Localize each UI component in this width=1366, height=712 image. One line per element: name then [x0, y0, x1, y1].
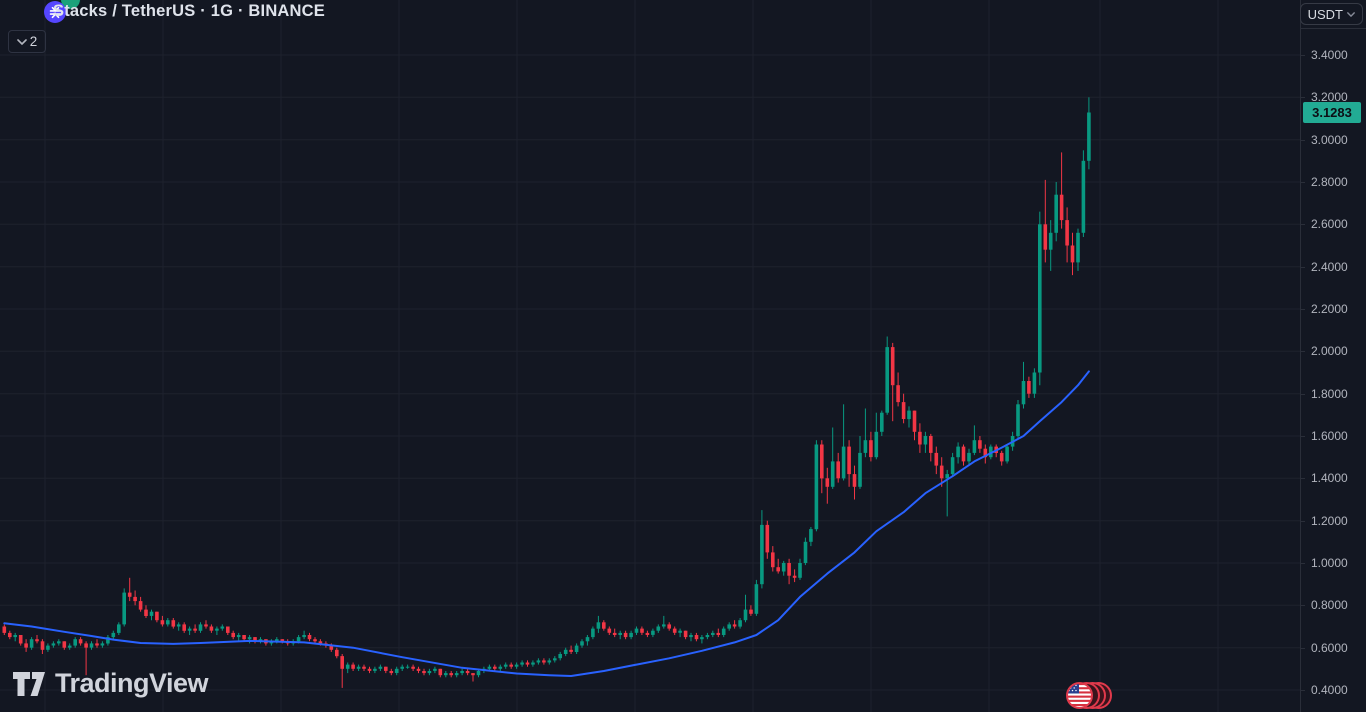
currency-toggle-button[interactable]: USDT — [1299, 3, 1363, 25]
price-axis-label: 2.8000 — [1311, 175, 1348, 189]
economic-events-marker[interactable] — [1066, 682, 1114, 710]
price-axis-label: 1.2000 — [1311, 513, 1348, 528]
chevron-down-icon — [1347, 11, 1355, 17]
tradingview-logo[interactable]: TradingView — [12, 668, 209, 699]
price-axis-tick — [1301, 563, 1305, 564]
price-axis-label: 0.6000 — [1311, 640, 1348, 655]
candle-count-button[interactable]: 2 — [8, 30, 46, 53]
price-axis-tick — [1301, 605, 1305, 606]
price-axis-tick — [1301, 55, 1305, 56]
symbol-logo — [20, 0, 81, 26]
price-axis-tick — [1301, 648, 1305, 649]
symbol-title[interactable]: Stacks / TetherUS · 1G · BINANCE — [53, 2, 325, 20]
price-axis-tick — [1301, 351, 1305, 352]
us-flag-icon — [1066, 682, 1093, 709]
stacks-logo-icon — [44, 1, 66, 23]
price-axis-tick — [1301, 478, 1305, 479]
price-axis-label: 3.4000 — [1311, 48, 1348, 62]
price-axis-tick — [1301, 140, 1305, 141]
price-axis-label: 2.6000 — [1311, 217, 1348, 232]
price-axis-label: 2.2000 — [1311, 302, 1348, 316]
price-axis-label: 1.8000 — [1311, 386, 1348, 401]
last-price-badge: 3.1283 — [1303, 102, 1361, 123]
price-axis-tick — [1301, 309, 1305, 310]
price-axis-tick — [1301, 267, 1305, 268]
price-axis-label: 1.6000 — [1311, 429, 1348, 443]
chevron-down-icon — [16, 38, 27, 45]
price-axis-label: 0.4000 — [1311, 683, 1348, 697]
candlestick-chart[interactable] — [0, 0, 1300, 712]
price-axis-label: 3.0000 — [1311, 132, 1348, 147]
price-axis-tick — [1301, 182, 1305, 183]
price-axis-label: 1.4000 — [1311, 471, 1348, 486]
candle-count-label: 2 — [29, 34, 38, 49]
currency-label: USDT — [1307, 6, 1343, 22]
price-axis-tick — [1301, 394, 1305, 395]
price-axis-tick — [1301, 521, 1305, 522]
price-axis-tick — [1301, 690, 1305, 691]
tradingview-logo-icon — [13, 671, 45, 696]
tradingview-logo-text: TradingView — [55, 668, 209, 698]
price-axis-label: 0.8000 — [1311, 598, 1348, 613]
last-price-value: 3.1283 — [1312, 105, 1352, 120]
price-axis-header: USDT — [1299, 0, 1366, 29]
price-axis[interactable]: USDT 3.4000 3.2000 3.0000 2.8000 2.6000 2.400… — [1299, 0, 1366, 712]
chart-pane[interactable]: Stacks / TetherUS · 1G · BINANCE 2 Tradi… — [0, 0, 1300, 712]
price-axis-label: 1.0000 — [1311, 556, 1348, 570]
price-axis-tick — [1301, 436, 1305, 437]
price-axis-tick — [1301, 224, 1305, 225]
price-axis-label: 2.0000 — [1311, 344, 1348, 359]
price-axis-label: 2.4000 — [1311, 259, 1348, 274]
price-axis-tick — [1301, 97, 1305, 98]
